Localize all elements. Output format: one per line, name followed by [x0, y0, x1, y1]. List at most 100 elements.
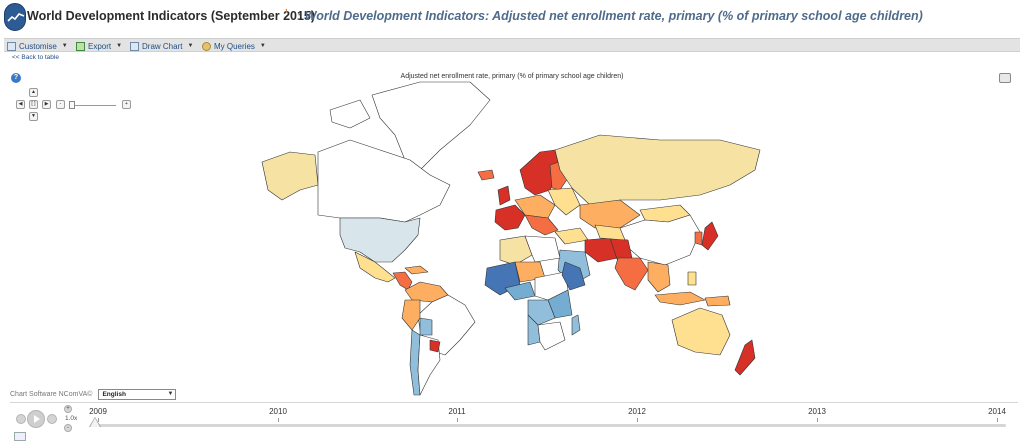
- year-label: 2009: [89, 407, 107, 416]
- region-india: [614, 257, 649, 291]
- rewind-button[interactable]: [16, 414, 26, 424]
- region-caribbean: [404, 265, 429, 275]
- region-congo: [527, 299, 556, 326]
- region-horn-of-africa: [561, 261, 586, 291]
- zoom-out-button[interactable]: -: [56, 100, 65, 109]
- year-label: 2014: [988, 407, 1006, 416]
- map-caption: Adjusted net enrollment rate, primary (%…: [400, 73, 624, 80]
- page-header: World Development Indicators (September …: [0, 0, 1024, 36]
- year-label: 2010: [269, 407, 287, 416]
- year-tick: [457, 418, 458, 422]
- chevron-down-icon: ▼: [259, 43, 266, 49]
- play-icon: [34, 415, 40, 423]
- customise-menu[interactable]: Customise ▼: [7, 40, 68, 52]
- region-arctic-islands: [329, 99, 371, 129]
- year-tick: [637, 418, 638, 422]
- year-label: 2013: [808, 407, 826, 416]
- chevron-down-icon: ▼: [187, 43, 194, 49]
- region-central-europe: [514, 194, 556, 219]
- software-credit: Chart Software NComVA©: [10, 390, 93, 398]
- chart-icon: [130, 41, 139, 51]
- region-alaska: [261, 151, 319, 201]
- table-icon: [7, 41, 16, 51]
- my-queries-label: My Queries: [214, 41, 255, 51]
- export-label: Export: [88, 41, 112, 51]
- app-title: World Development Indicators (September …: [27, 9, 316, 23]
- print-icon[interactable]: [999, 73, 1011, 83]
- region-france-iberia: [494, 204, 526, 231]
- chevron-down-icon: ▼: [61, 43, 68, 49]
- region-central-asia: [594, 224, 626, 241]
- region-southern-africa: [537, 321, 566, 351]
- pan-right-button[interactable]: ▶: [42, 100, 51, 109]
- region-usa: [339, 217, 421, 263]
- back-to-table-link[interactable]: << Back to table: [12, 54, 59, 61]
- region-kazakhstan: [579, 199, 641, 229]
- timeline-thumb[interactable]: [90, 418, 100, 427]
- region-mexico: [354, 251, 396, 283]
- region-new-zealand: [734, 339, 756, 376]
- region-eastern-europe: [547, 187, 581, 216]
- region-bolivia: [419, 317, 433, 336]
- draw-chart-label: Draw Chart: [142, 41, 183, 51]
- language-select[interactable]: English ▼: [98, 388, 177, 400]
- region-australia: [671, 307, 731, 356]
- export-menu[interactable]: Export ▼: [76, 40, 122, 52]
- draw-chart-menu[interactable]: Draw Chart ▼: [130, 40, 193, 52]
- region-russia: [554, 134, 761, 206]
- footer-row: Chart Software NComVA© English ▼: [10, 388, 177, 400]
- footnote-marker[interactable]: ¹: [285, 7, 288, 17]
- speed-up-button[interactable]: +: [64, 405, 72, 413]
- forward-button[interactable]: [47, 414, 57, 424]
- customise-label: Customise: [19, 41, 57, 51]
- timeline-panel: + 1.0x - 2009 2010 2011 2012 2013 2014: [10, 402, 1018, 436]
- region-japan: [701, 221, 719, 251]
- region-peru: [401, 299, 421, 331]
- region-papua: [704, 295, 731, 307]
- toolbar: Customise ▼ Export ▼ Draw Chart ▼ My Que…: [4, 38, 1020, 52]
- year-tick: [278, 418, 279, 422]
- user-icon: [202, 41, 211, 51]
- pan-up-button[interactable]: ▲: [29, 88, 38, 97]
- region-iceland: [477, 169, 495, 181]
- region-uruguay: [429, 339, 441, 353]
- region-china: [619, 214, 701, 266]
- zoom-slider-thumb[interactable]: [69, 101, 75, 109]
- timeline-track[interactable]: [94, 424, 1006, 427]
- pan-down-button[interactable]: ▼: [29, 112, 38, 121]
- playback-controls: [14, 409, 62, 428]
- help-icon[interactable]: ?: [11, 73, 21, 83]
- play-button[interactable]: [27, 410, 45, 428]
- year-label: 2012: [628, 407, 646, 416]
- region-korea: [694, 231, 703, 246]
- year-label: 2011: [448, 407, 466, 416]
- export-icon: [76, 41, 85, 51]
- region-italy-balkans: [524, 214, 559, 236]
- zoom-slider-track[interactable]: [72, 105, 116, 106]
- indicator-title: : World Development Indicators: Adjusted…: [297, 9, 923, 23]
- pan-left-button[interactable]: ◀: [16, 100, 25, 109]
- language-value: English: [102, 390, 126, 398]
- app-logo: [4, 3, 26, 31]
- region-central-america: [392, 271, 413, 291]
- reset-view-button[interactable]: [ ]: [29, 100, 38, 109]
- region-philippines: [687, 271, 697, 286]
- region-uk: [497, 185, 511, 206]
- region-turkey: [554, 227, 589, 245]
- my-queries-menu[interactable]: My Queries ▼: [202, 40, 266, 52]
- region-greenland: [371, 81, 491, 171]
- pan-tool-icon[interactable]: [14, 432, 26, 441]
- chevron-down-icon: ▼: [116, 43, 123, 49]
- region-madagascar: [571, 314, 581, 336]
- year-tick: [997, 418, 998, 422]
- region-indonesia: [654, 291, 706, 306]
- speed-value: 1.0x: [65, 415, 78, 422]
- chevron-down-icon: ▼: [167, 390, 174, 397]
- speed-down-button[interactable]: -: [64, 424, 72, 432]
- region-north-africa-west: [499, 235, 533, 266]
- zoom-in-button[interactable]: +: [122, 100, 131, 109]
- year-tick: [817, 418, 818, 422]
- region-indochina: [647, 261, 671, 293]
- region-north-africa-east: [524, 235, 561, 263]
